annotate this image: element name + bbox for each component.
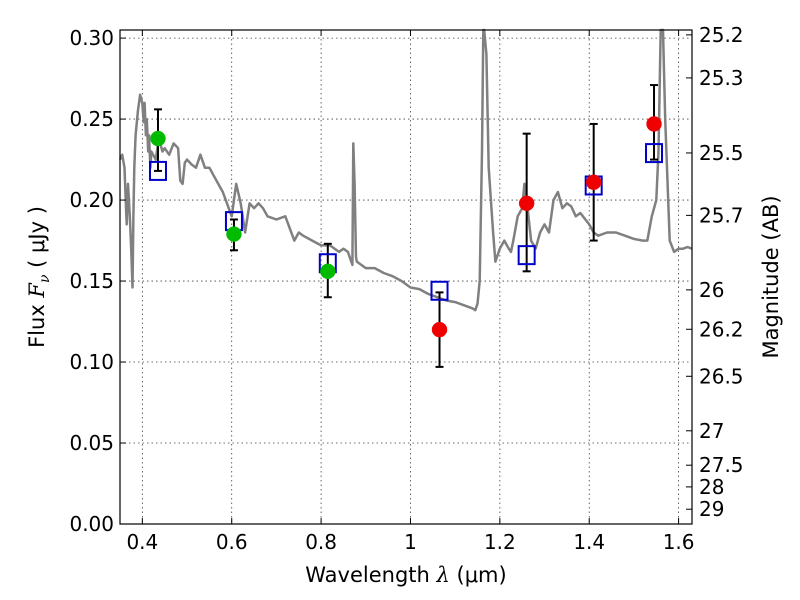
grid: [120, 30, 692, 525]
y2-tick-label: 29: [699, 497, 724, 521]
x-tick-label: 1.6: [663, 530, 695, 554]
y-axis-label: Flux Fν ( μJy ): [25, 206, 53, 348]
y2-tick-label: 26: [699, 278, 724, 302]
observed-point: [431, 321, 448, 338]
y2-tick-label: 25.2: [699, 23, 744, 47]
model-photometry-square: [645, 143, 664, 164]
observed-point: [150, 130, 166, 147]
x-tick-label: 1.2: [484, 530, 516, 554]
y2-tick-label: 26.5: [699, 364, 744, 388]
y-tick-label: 0.30: [69, 26, 114, 50]
x-tick-label: 0.6: [216, 530, 248, 554]
x-tick-label: 1.4: [573, 530, 605, 554]
y2-tick-label: 28: [699, 475, 724, 499]
y-tick-label: 0.00: [69, 512, 114, 536]
y2-tick-label: 27: [699, 419, 724, 443]
model-photometry-square: [148, 160, 167, 181]
model-photometry-square: [430, 280, 449, 301]
error-bars: [153, 84, 659, 368]
y2-tick-label: 27.5: [699, 453, 744, 477]
model-spectrum: [118, 28, 693, 312]
axes: 0.4 0.6 0.8 1 1.2 1.4 1.6 0.00 0.05 0.10 0.15 0.20 0…: [69, 23, 743, 554]
x-tick-label: 0.4: [126, 530, 158, 554]
y-tick-label: 0.10: [69, 350, 114, 374]
x-tick-label: 0.8: [305, 530, 337, 554]
observed-point: [646, 116, 662, 132]
y2-tick-label: 25.7: [699, 203, 744, 227]
y2-tick-label: 25.5: [699, 141, 744, 165]
model-photometry-square: [517, 245, 536, 266]
y-tick-label: 0.15: [69, 269, 114, 293]
spectrum-line: [118, 28, 693, 312]
data-markers: [148, 116, 664, 338]
x-axis-label: Wavelength λ (μm): [305, 563, 506, 587]
y-tick-label: 0.20: [69, 188, 114, 212]
y2-tick-label: 25.3: [699, 66, 744, 90]
x-tick-label: 1: [404, 530, 417, 554]
observed-point: [320, 263, 336, 280]
observed-point: [585, 174, 602, 190]
y-tick-label: 0.25: [69, 107, 114, 131]
observed-point: [226, 226, 242, 242]
y-tick-label: 0.05: [69, 431, 114, 455]
observed-point: [518, 195, 535, 212]
y2-axis-label: Magnitude (AB): [759, 195, 783, 358]
plot-frame: [119, 29, 693, 525]
y2-tick-label: 26.2: [699, 317, 744, 341]
